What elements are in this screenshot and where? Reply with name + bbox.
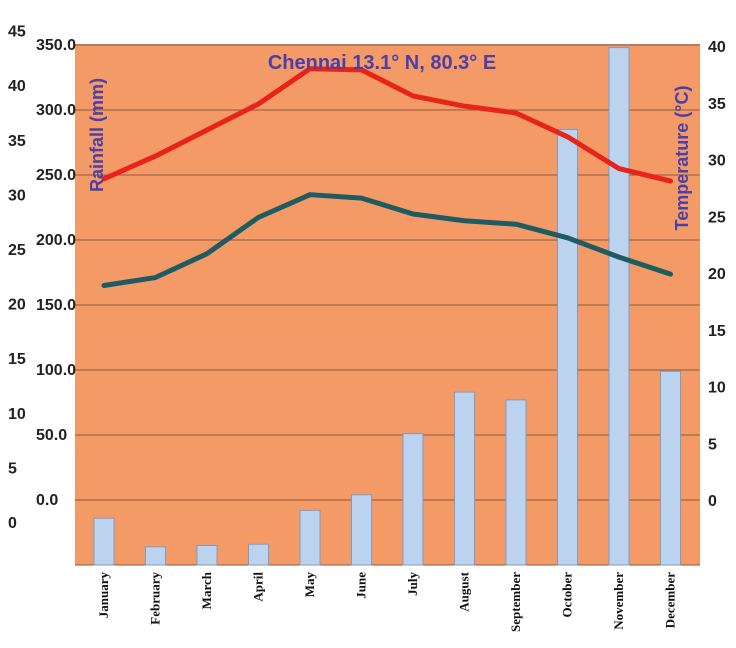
temperature-axis-title: Temperature (°C) <box>672 86 692 231</box>
min-temperature-line <box>101 192 673 288</box>
month-label-september: September <box>508 572 523 632</box>
rainfall-bar-november <box>608 47 630 566</box>
month-label-november: November <box>611 572 626 630</box>
temperature-tick-25: 25 <box>708 209 726 226</box>
month-label-january: January <box>96 572 111 619</box>
rainfall-tick-2: 100.0 <box>36 362 76 379</box>
month-label-march: March <box>199 571 214 609</box>
temperature-tick-40: 40 <box>708 39 726 56</box>
rainfall-tick-4: 200.0 <box>36 232 76 249</box>
temperature-tick-35: 35 <box>708 96 726 113</box>
temperature-tick-30: 30 <box>708 153 726 170</box>
month-labels: January February March April May June July Augu… <box>96 571 678 632</box>
rainfall-bar-march <box>196 545 218 566</box>
outer-tick-15: 15 <box>8 351 26 368</box>
rainfall-bar-july <box>402 433 424 566</box>
outer-tick-5: 5 <box>8 460 17 477</box>
rainfall-tick-6: 300.0 <box>36 102 76 119</box>
outer-tick-30: 30 <box>8 187 26 204</box>
rainfall-bar-december <box>660 370 681 566</box>
temperature-tick-5: 5 <box>708 436 717 453</box>
month-label-july: July <box>405 572 420 596</box>
temperature-tick-0: 0 <box>708 493 717 510</box>
outer-tick-45: 45 <box>8 24 26 41</box>
temperature-tick-20: 20 <box>708 266 726 283</box>
rainfall-tick-1: 50.0 <box>36 427 67 444</box>
rainfall-bar-january <box>93 517 115 566</box>
rainfall-tick-5: 250.0 <box>36 167 76 184</box>
rainfall-axis-title: Rainfall (mm) <box>87 78 107 192</box>
outer-tick-40: 40 <box>8 78 26 95</box>
month-label-june: June <box>354 572 369 599</box>
month-label-february: February <box>148 572 163 625</box>
outer-tick-0: 0 <box>8 515 17 532</box>
rainfall-bar-april <box>248 543 269 566</box>
temperature-axis-ticks: 0 5 10 15 20 25 30 35 40 <box>708 39 726 510</box>
rainfall-bar-february <box>145 546 166 566</box>
outer-tick-10: 10 <box>8 406 26 423</box>
max-temperature-line <box>101 66 673 184</box>
outer-axis-ticks: 0 5 10 15 20 25 30 35 40 45 <box>8 24 26 532</box>
temperature-lines <box>101 66 673 288</box>
rainfall-bar-may <box>299 509 321 566</box>
rainfall-bar-august <box>454 391 475 566</box>
rainfall-axis-ticks: 0.050.0100.0150.0200.0250.0300.0350.0400… <box>36 37 76 509</box>
month-label-may: May <box>302 572 317 598</box>
rainfall-bar-june <box>351 494 372 566</box>
outer-tick-25: 25 <box>8 242 26 259</box>
month-label-april: April <box>251 572 266 602</box>
temperature-tick-10: 10 <box>708 380 726 397</box>
outer-tick-35: 35 <box>8 133 26 150</box>
month-label-august: August <box>457 571 472 611</box>
rainfall-tick-3: 150.0 <box>36 297 76 314</box>
outer-tick-20: 20 <box>8 297 26 314</box>
rainfall-bar-september <box>505 399 527 566</box>
rainfall-tick-7: 350.0 <box>36 37 76 54</box>
chart-title: Chennai 13.1° N, 80.3° E <box>268 52 496 74</box>
rainfall-tick-0: 0.0 <box>36 492 58 509</box>
rainfall-bar-october <box>557 129 578 566</box>
month-label-october: October <box>560 572 575 618</box>
grid-lines <box>75 44 700 566</box>
temperature-tick-15: 15 <box>708 323 726 340</box>
month-label-december: December <box>663 572 678 629</box>
